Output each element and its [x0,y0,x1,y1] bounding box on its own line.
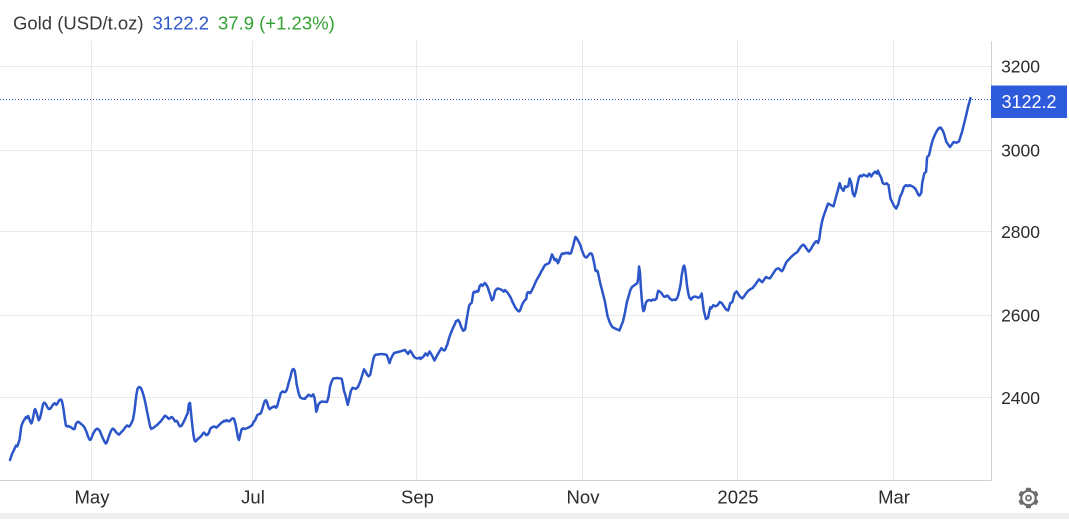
svg-text:3122.2: 3122.2 [153,13,210,34]
svg-text:May: May [75,487,111,508]
svg-text:Sep: Sep [401,487,434,508]
svg-text:Gold (USD/t.oz): Gold (USD/t.oz) [13,13,144,34]
svg-text:2800: 2800 [1001,222,1040,242]
svg-text:37.9 (+1.23%): 37.9 (+1.23%) [218,13,335,34]
svg-text:3000: 3000 [1001,140,1040,160]
svg-text:Nov: Nov [567,487,601,508]
svg-text:Jul: Jul [241,487,265,508]
svg-text:Mar: Mar [878,487,910,508]
svg-text:3122.2: 3122.2 [1001,92,1056,112]
svg-text:2400: 2400 [1001,388,1040,408]
svg-text:2600: 2600 [1001,305,1040,325]
svg-text:2025: 2025 [717,487,758,508]
svg-text:3200: 3200 [1001,57,1040,77]
